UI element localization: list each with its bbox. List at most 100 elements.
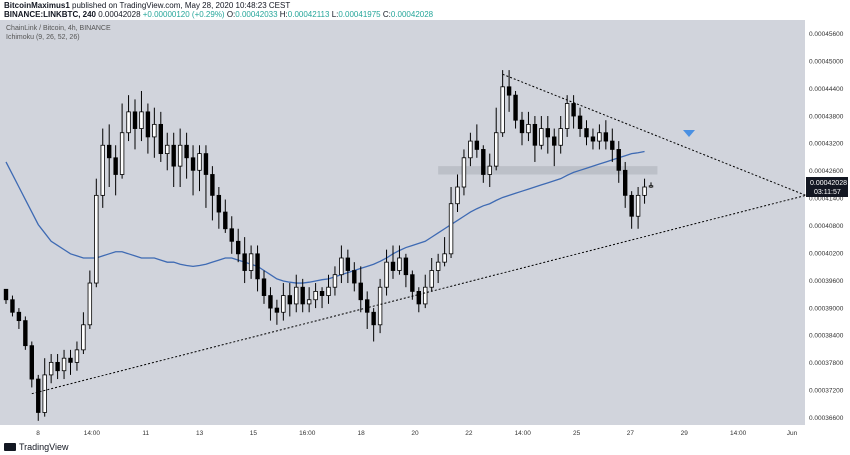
candle-bullish bbox=[493, 132, 499, 167]
candle-bullish bbox=[152, 123, 157, 138]
footer: TradingView bbox=[0, 440, 850, 455]
candle-bullish bbox=[81, 324, 86, 351]
y-tick-label: 0.00044400 bbox=[809, 86, 844, 93]
candle-bullish bbox=[635, 194, 641, 217]
candle-bearish bbox=[36, 378, 41, 413]
candle-bearish bbox=[416, 290, 421, 305]
candle-bullish bbox=[87, 282, 93, 326]
candle-bearish bbox=[68, 357, 73, 363]
candle-bearish bbox=[623, 169, 628, 196]
candle-bearish bbox=[364, 299, 370, 313]
candle-bearish bbox=[345, 257, 351, 271]
candle-bullish bbox=[448, 203, 454, 255]
candle-bullish bbox=[306, 299, 312, 305]
ohlc-l-label: L: bbox=[331, 10, 339, 19]
candle-bullish bbox=[442, 253, 447, 263]
candle-bullish bbox=[248, 253, 254, 271]
chart-area[interactable]: 0.00045600 0.00045000 0.00044400 0.00043800… bbox=[0, 20, 850, 440]
candle-bullish bbox=[487, 165, 492, 175]
candle-bearish bbox=[629, 194, 634, 217]
x-tick-label: Jun bbox=[787, 430, 798, 437]
candle-bearish bbox=[519, 119, 525, 134]
candle-bearish bbox=[513, 94, 518, 121]
candle-bearish bbox=[171, 144, 176, 167]
price-axis[interactable] bbox=[805, 20, 850, 440]
ohlc-c: 0.00042028 bbox=[390, 10, 434, 19]
candle-bearish bbox=[216, 194, 222, 213]
candle-bearish bbox=[481, 149, 486, 175]
candle-bullish bbox=[423, 286, 428, 305]
candle-bullish bbox=[139, 111, 144, 129]
candlestick-chart[interactable]: 0.00045600 0.00045000 0.00044400 0.00043800… bbox=[0, 20, 850, 440]
y-tick-label: 0.00045000 bbox=[809, 58, 844, 65]
price-tag-countdown: 03:11:57 bbox=[814, 189, 841, 196]
candle-bearish bbox=[210, 174, 215, 196]
ohlc-o-label: O: bbox=[226, 10, 236, 19]
tradingview-logo[interactable]: TradingView bbox=[4, 442, 69, 452]
y-tick-label: 0.00045600 bbox=[809, 31, 844, 38]
y-tick-label: 0.00037800 bbox=[809, 360, 844, 367]
candle-bearish bbox=[3, 288, 9, 301]
candle-bearish bbox=[319, 290, 325, 296]
last-price: 0.00042028 bbox=[98, 10, 141, 19]
arrow-down-icon bbox=[683, 130, 695, 137]
candle-bullish bbox=[377, 286, 383, 326]
candle-bullish bbox=[429, 270, 434, 288]
x-tick-label: 29 bbox=[681, 430, 689, 437]
candle-bearish bbox=[268, 295, 273, 309]
candle-bullish bbox=[294, 286, 299, 305]
candle-bearish bbox=[552, 136, 557, 146]
y-tick-label: 0.00043200 bbox=[809, 141, 844, 148]
candle-bearish bbox=[571, 103, 576, 117]
candle-bearish bbox=[235, 240, 241, 255]
price-tag-box bbox=[806, 177, 848, 197]
candle-bearish bbox=[603, 132, 609, 142]
publish-info: BitcoinMaximus1 published on TradingView… bbox=[4, 1, 290, 10]
candle-bullish bbox=[313, 290, 318, 301]
candle-bearish bbox=[16, 311, 22, 322]
candle-bearish bbox=[145, 111, 151, 138]
x-tick-label: 13 bbox=[196, 430, 204, 437]
candle-bullish bbox=[597, 132, 602, 142]
x-tick-label: 11 bbox=[142, 430, 149, 437]
candle-bearish bbox=[158, 123, 163, 155]
candle-bearish bbox=[10, 299, 15, 313]
candle-bearish bbox=[584, 128, 589, 138]
author-name[interactable]: BitcoinMaximus1 bbox=[4, 1, 70, 10]
candle-bearish bbox=[545, 128, 550, 138]
candle-bearish bbox=[274, 307, 280, 313]
candle-bullish bbox=[100, 144, 105, 196]
price-change: +0.00000120 (+0.29%) bbox=[142, 10, 225, 19]
candle-bullish bbox=[455, 186, 460, 205]
candle-bearish bbox=[261, 278, 267, 296]
y-tick-label: 0.00042600 bbox=[809, 168, 844, 175]
candle-bullish bbox=[74, 349, 80, 363]
candle-bearish bbox=[403, 257, 409, 276]
candle-bearish bbox=[203, 153, 209, 175]
candle-bearish bbox=[590, 136, 596, 142]
candle-bullish bbox=[558, 128, 563, 146]
y-tick-label: 0.00037200 bbox=[809, 388, 844, 395]
candle-bearish bbox=[242, 253, 247, 271]
x-tick-label: 27 bbox=[627, 430, 635, 437]
candle-bearish bbox=[29, 345, 34, 380]
y-tick-label: 0.00040800 bbox=[809, 223, 844, 230]
ohlc-h: 0.00042113 bbox=[287, 10, 330, 19]
candle-bullish bbox=[197, 153, 202, 171]
tradingview-icon bbox=[4, 443, 16, 451]
y-tick-label: 0.00039600 bbox=[809, 278, 844, 285]
brand-name: TradingView bbox=[19, 442, 69, 452]
candle-bullish bbox=[119, 132, 125, 175]
symbol-info: BINANCE:LINKBTC, 240 0.00042028 +0.00000… bbox=[4, 10, 433, 19]
time-axis[interactable] bbox=[0, 425, 805, 440]
ichimoku-line bbox=[5, 150, 645, 284]
price-tag: 0.00042028 03:11:57 bbox=[806, 177, 848, 197]
candle-bearish bbox=[506, 86, 512, 96]
chart-header: BitcoinMaximus1 published on TradingView… bbox=[0, 0, 850, 20]
ohlc-o: 0.00042033 bbox=[235, 10, 278, 19]
candle-bullish bbox=[500, 86, 505, 134]
x-tick-label: 14:00 bbox=[84, 430, 101, 437]
candle-bearish bbox=[255, 253, 260, 280]
candle-bearish bbox=[358, 282, 363, 301]
candle-bearish bbox=[532, 123, 538, 146]
